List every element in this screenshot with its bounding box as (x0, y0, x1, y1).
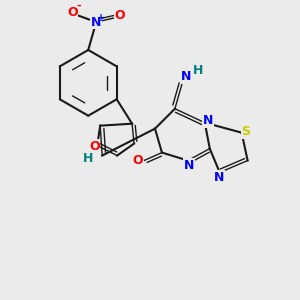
Text: O: O (89, 140, 100, 153)
Text: N: N (181, 70, 191, 83)
Text: N: N (214, 171, 224, 184)
Text: -: - (76, 1, 81, 11)
Text: H: H (193, 64, 203, 77)
Text: O: O (67, 6, 78, 19)
Text: N: N (184, 159, 194, 172)
Text: N: N (202, 114, 213, 127)
Text: O: O (133, 154, 143, 167)
Text: +: + (97, 13, 105, 23)
Text: O: O (115, 9, 125, 22)
Text: N: N (91, 16, 101, 28)
Text: S: S (241, 125, 250, 138)
Text: H: H (83, 152, 93, 165)
